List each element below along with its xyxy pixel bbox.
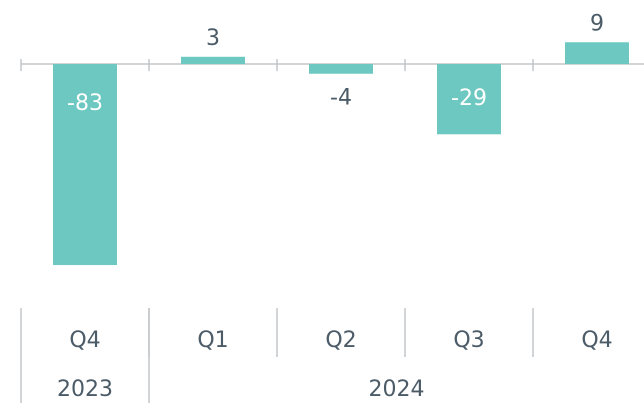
- bar: [309, 64, 373, 74]
- bar: [437, 64, 501, 135]
- value-label: 9: [590, 11, 604, 36]
- group-label: 2024: [369, 377, 425, 402]
- bar: [565, 42, 629, 65]
- x-tick-label: Q4: [69, 328, 100, 353]
- bar: [53, 64, 117, 266]
- bar: [181, 56, 245, 65]
- x-tick-label: Q3: [453, 328, 484, 353]
- value-label: -4: [330, 86, 352, 111]
- x-tick-label: Q4: [581, 328, 612, 353]
- group-label: 2023: [57, 377, 113, 402]
- value-label: -83: [67, 91, 103, 116]
- x-tick-label: Q2: [325, 328, 356, 353]
- x-tick-label: Q1: [197, 328, 228, 353]
- value-label: -29: [451, 86, 487, 111]
- value-label: 3: [206, 26, 220, 51]
